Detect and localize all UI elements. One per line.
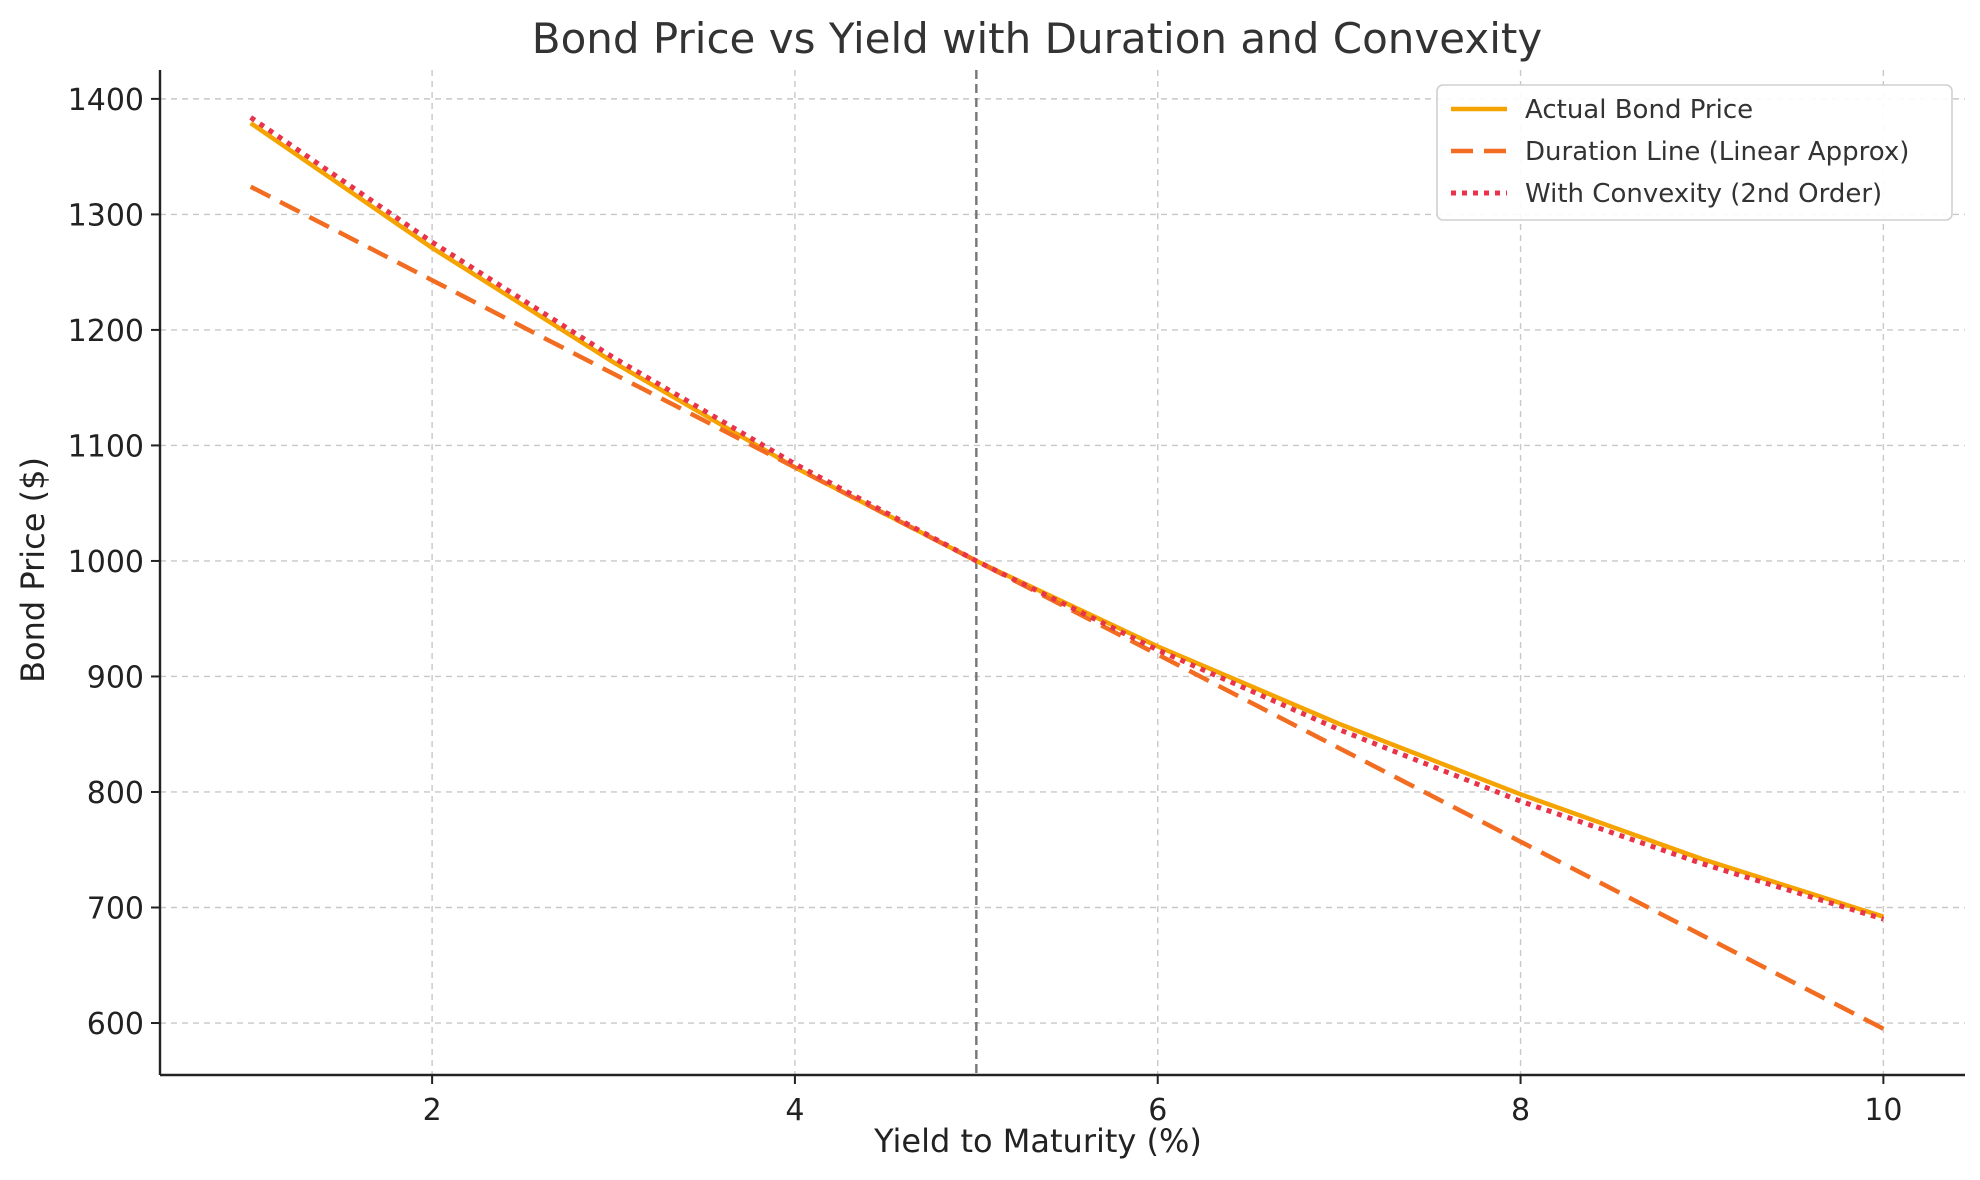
legend-label-duration-line-linear-approx: Duration Line (Linear Approx) (1525, 137, 1909, 167)
y-tick-label: 1200 (68, 314, 144, 349)
x-tick-label: 2 (423, 1093, 442, 1128)
series-line-actual-bond-price (249, 121, 1885, 919)
x-tick-label: 10 (1864, 1093, 1902, 1128)
series-line-with-convexity-2nd-order (249, 115, 1885, 922)
legend: Actual Bond Price Duration Line (Linear A… (1436, 84, 1953, 221)
series-line-duration-line-linear-approx (249, 184, 1885, 1031)
x-tick-label: 8 (1511, 1093, 1530, 1128)
grid-layer (160, 70, 1965, 1075)
legend-box (1436, 84, 1953, 221)
chart-title: Bond Price vs Yield with Duration and Co… (532, 14, 1542, 63)
legend-label-with-convexity-2nd-order: With Convexity (2nd Order) (1525, 179, 1882, 209)
tick-label-layer: 2 4 6 8 10 600 700 800 900 1000 1100 1200 1300 1400 (68, 83, 1903, 1128)
series-layer (249, 115, 1885, 1031)
y-tick-label: 700 (87, 892, 144, 927)
y-axis-label: Bond Price ($) (14, 457, 52, 683)
x-tick-label: 6 (1148, 1093, 1167, 1128)
x-tick-label: 4 (785, 1093, 804, 1128)
y-tick-label: 600 (87, 1007, 144, 1042)
y-tick-label: 900 (87, 660, 144, 695)
x-axis-label: Yield to Maturity (%) (873, 1122, 1202, 1160)
y-tick-label: 1400 (68, 83, 144, 118)
y-tick-label: 1300 (68, 198, 144, 233)
y-tick-label: 1000 (68, 545, 144, 580)
legend-label-actual-bond-price: Actual Bond Price (1525, 95, 1753, 125)
y-tick-label: 1100 (68, 429, 144, 464)
y-tick-label: 800 (87, 776, 144, 811)
